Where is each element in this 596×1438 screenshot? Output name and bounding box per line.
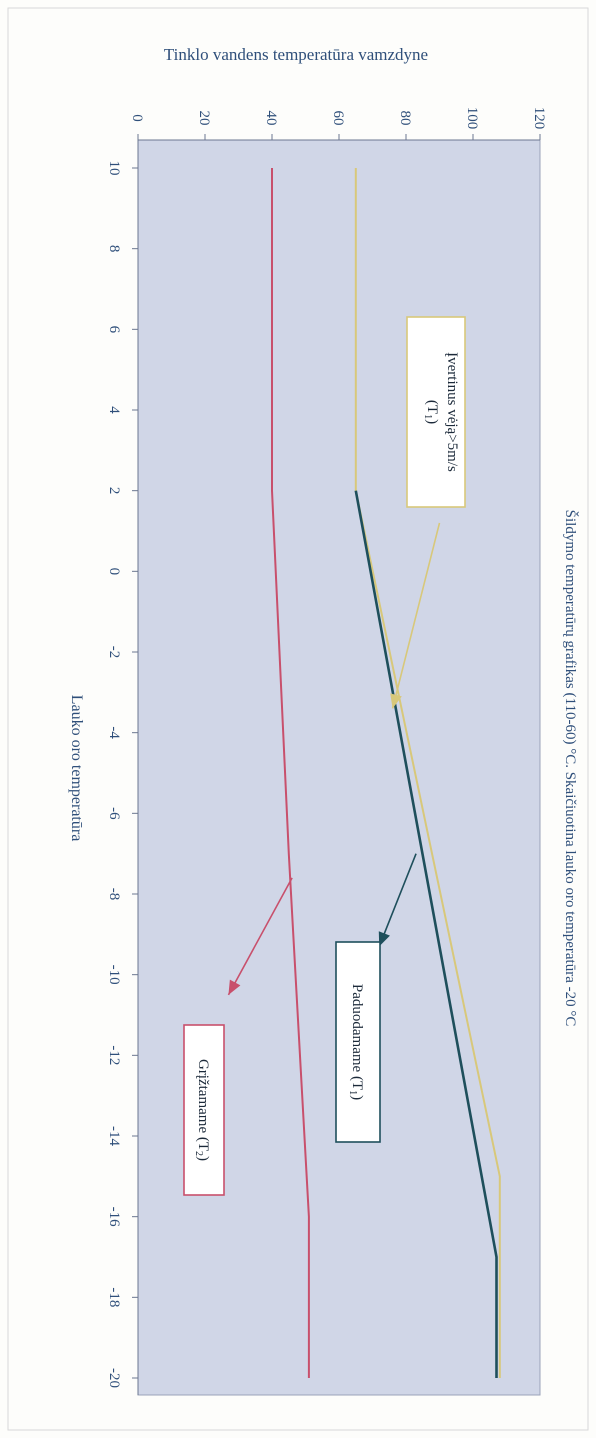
value-tick-label: 20 xyxy=(196,111,212,126)
category-tick-label: -16 xyxy=(106,1207,122,1227)
callout-arrowhead-2 xyxy=(378,931,390,947)
series-line-3 xyxy=(271,168,310,1378)
category-tick-label: -8 xyxy=(106,888,122,901)
category-tick-label: -18 xyxy=(106,1287,122,1307)
category-tick-label: 6 xyxy=(106,326,122,334)
tick-labels: 0 20 40 60 80 100 1201086420-2-4-6-8-10-12-14-… xyxy=(106,107,547,1388)
callout-arrowhead-3 xyxy=(228,979,241,995)
annotations: Įvertinus vėją>5m/s(T1) Paduodamame (T1) G… xyxy=(183,316,466,1196)
plot-area xyxy=(137,139,541,1396)
value-tick-label: 0 xyxy=(129,114,145,122)
value-tick-label: 120 xyxy=(531,107,547,130)
value-tick-label: 100 xyxy=(464,107,480,130)
category-tick-label: 4 xyxy=(106,406,122,414)
callout-label-3: Grįžtamame (T2) xyxy=(193,1059,211,1161)
callout-box-2 xyxy=(335,941,381,1143)
category-tick-label: 8 xyxy=(106,245,122,253)
y-axis-label: Tinklo vandens temperatūra vamzdyne xyxy=(164,45,428,64)
category-tick-label: -12 xyxy=(106,1045,122,1065)
value-tick-label: 40 xyxy=(263,111,279,126)
category-tick-label: 0 xyxy=(106,568,122,576)
series-line-2 xyxy=(354,490,498,1378)
category-tick-label: -2 xyxy=(106,646,122,659)
axes xyxy=(132,134,541,1395)
series-line-1 xyxy=(354,168,501,1378)
value-tick-label: 60 xyxy=(330,111,346,126)
category-tick-label: -4 xyxy=(106,726,122,739)
category-tick-label: 2 xyxy=(106,487,122,495)
chart-title: Šildymo temperatūrų grafikas (110-60) °C… xyxy=(562,510,579,1027)
callout-label-2: Paduodamame (T1) xyxy=(347,984,365,1100)
value-tick-label: 80 xyxy=(397,111,413,126)
callout-arrow-3 xyxy=(227,877,293,996)
figure-border xyxy=(7,7,589,1431)
callout-arrowhead-1 xyxy=(390,693,402,709)
callout-box-3 xyxy=(183,1024,225,1196)
category-tick-label: -6 xyxy=(106,807,122,820)
callout-box-1 xyxy=(406,316,466,508)
series-lines xyxy=(271,168,501,1378)
callout-arrow-1 xyxy=(391,522,441,709)
callout-arrow-2 xyxy=(378,853,417,947)
category-tick-label: -10 xyxy=(106,965,122,985)
category-tick-label: -20 xyxy=(106,1368,122,1388)
category-tick-label: 10 xyxy=(106,161,122,176)
callout-label-1: Įvertinus vėją>5m/s(T1) xyxy=(422,352,460,472)
x-axis-label: Lauko oro temperatūra xyxy=(68,695,85,842)
category-tick-label: -14 xyxy=(106,1126,122,1146)
